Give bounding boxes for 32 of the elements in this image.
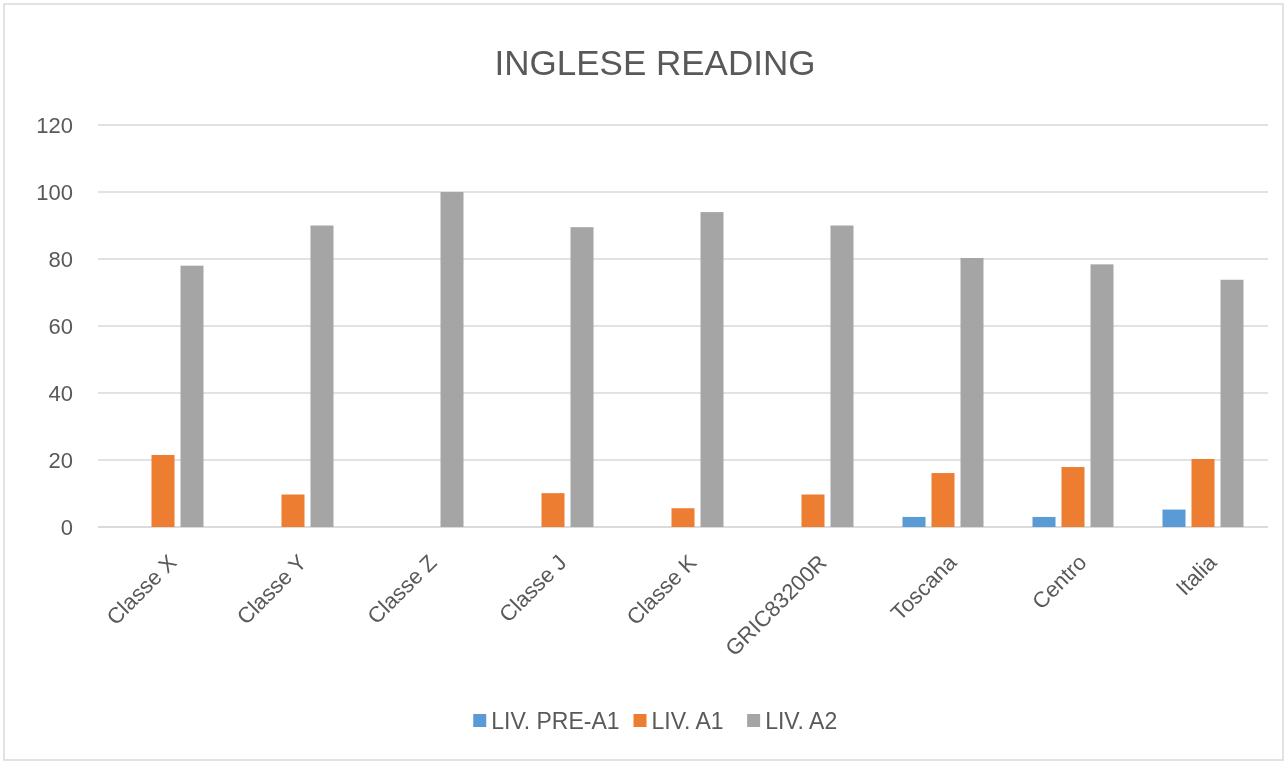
legend-label: LIV. PRE-A1 [491,708,620,735]
bar [310,225,334,527]
bar [1061,467,1085,527]
bar [1191,459,1215,527]
bar [151,454,175,527]
bar [570,227,594,527]
y-tick-label: 60 [48,313,73,339]
y-tick-label: 40 [48,380,73,406]
chart-title: INGLESE READING [494,43,816,82]
bar [1220,279,1244,527]
y-tick-label: 100 [36,179,73,205]
bar [440,192,464,527]
bar [830,225,854,527]
legend-label: LIV. A2 [765,708,838,735]
bar [541,493,565,527]
bar [700,212,724,527]
bar [180,265,204,527]
bar [1090,264,1114,527]
bar [671,508,695,527]
legend-label: LIV. A1 [651,708,724,735]
y-tick-label: 20 [48,447,73,473]
bar [902,516,926,527]
y-tick-label: 0 [60,514,73,540]
bar [1162,509,1186,527]
y-tick-label: 120 [36,112,73,138]
bar [931,473,955,527]
y-tick-label: 80 [48,246,73,272]
bar [1032,516,1056,527]
bar [960,258,984,527]
x-tick-label: Italia [1170,549,1222,601]
bar [281,494,305,527]
bar [801,494,825,527]
